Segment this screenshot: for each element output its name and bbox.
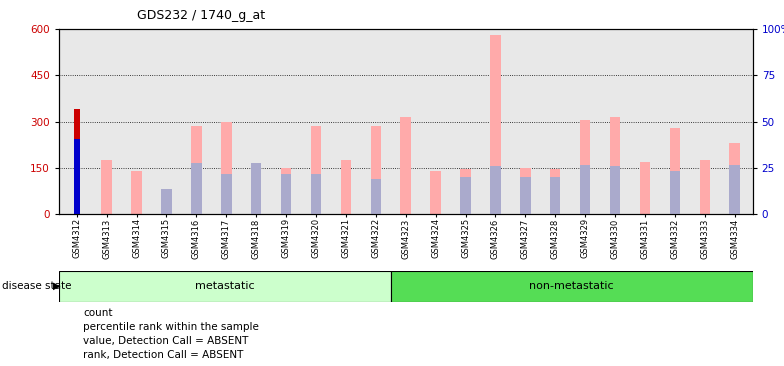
Bar <box>640 162 650 214</box>
Bar <box>371 179 381 214</box>
Bar <box>520 177 531 214</box>
Bar <box>162 190 172 214</box>
Text: disease state: disease state <box>2 281 71 291</box>
Bar <box>221 174 231 214</box>
Bar <box>460 169 470 214</box>
Bar <box>251 163 261 214</box>
Bar <box>550 169 561 214</box>
Bar <box>341 160 351 214</box>
Bar <box>281 174 292 214</box>
Bar <box>74 139 80 214</box>
Bar <box>610 117 620 214</box>
Bar <box>729 165 740 214</box>
Text: count: count <box>83 308 113 318</box>
Bar <box>520 168 531 214</box>
Bar <box>101 160 112 214</box>
Bar <box>74 109 80 214</box>
Bar <box>132 171 142 214</box>
Bar <box>191 163 201 214</box>
Bar <box>580 165 590 214</box>
Bar <box>401 117 411 214</box>
Bar <box>670 171 680 214</box>
Bar <box>610 167 620 214</box>
Bar <box>729 143 740 214</box>
Bar <box>390 271 753 302</box>
Text: non-metastatic: non-metastatic <box>529 281 614 291</box>
Text: ▶: ▶ <box>53 281 60 291</box>
Text: rank, Detection Call = ABSENT: rank, Detection Call = ABSENT <box>83 350 244 360</box>
Bar <box>550 177 561 214</box>
Bar <box>490 167 501 214</box>
Bar <box>371 126 381 214</box>
Bar <box>251 163 261 214</box>
Bar <box>59 271 390 302</box>
Bar <box>670 128 680 214</box>
Bar <box>490 36 501 214</box>
Text: metastatic: metastatic <box>195 281 255 291</box>
Text: value, Detection Call = ABSENT: value, Detection Call = ABSENT <box>83 336 249 346</box>
Bar <box>699 160 710 214</box>
Bar <box>310 126 321 214</box>
Bar <box>460 177 470 214</box>
Bar <box>162 190 172 214</box>
Bar <box>191 126 201 214</box>
Bar <box>310 174 321 214</box>
Bar <box>580 120 590 214</box>
Text: percentile rank within the sample: percentile rank within the sample <box>83 322 259 332</box>
Bar <box>281 168 292 214</box>
Bar <box>221 122 231 214</box>
Bar <box>430 171 441 214</box>
Text: GDS232 / 1740_g_at: GDS232 / 1740_g_at <box>137 9 265 22</box>
